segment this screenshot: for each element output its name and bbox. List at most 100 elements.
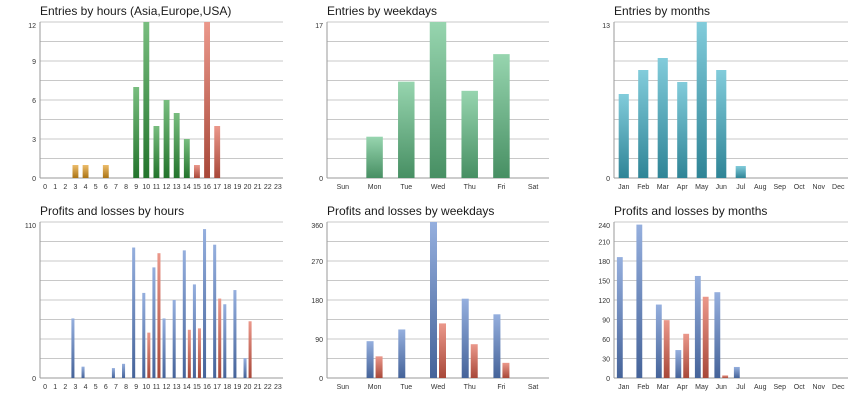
x-tick-label: Mar: [657, 184, 670, 191]
chart-entries-by-hours: Entries by hours (Asia,Europe,USA) 03691…: [28, 4, 283, 191]
x-tick-label: 3: [73, 184, 77, 191]
bar-profits-jun: [714, 292, 721, 378]
bar-losses-fri: [502, 362, 510, 378]
bar-losses-14: [187, 329, 191, 378]
x-tick-label: 19: [234, 384, 242, 391]
bar-europe-14: [183, 139, 190, 178]
bar-losses-10: [147, 332, 151, 378]
x-tick-label: 2: [63, 384, 67, 391]
bar-profits-3: [71, 318, 75, 378]
bar-profits-mon: [366, 341, 374, 378]
chart-title: Profits and losses by months: [614, 204, 767, 218]
bar-europe-11: [153, 126, 160, 178]
x-tick-label: Jul: [736, 384, 745, 391]
bar-profits-9: [132, 247, 136, 378]
bar-losses-15: [197, 328, 201, 378]
bar-profits-fri: [493, 314, 501, 378]
x-tick-label: 15: [193, 384, 201, 391]
y-tick-label: 3: [32, 137, 36, 144]
bar-entries-thu: [461, 90, 478, 178]
x-tick-label: 11: [153, 384, 160, 391]
x-tick-label: 0: [43, 184, 47, 191]
x-tick-label: 6: [104, 184, 108, 191]
bar-profits-thu: [461, 298, 469, 378]
chart-profits-losses-by-months: Profits and losses by months 0 30 60 90 120 1…: [598, 204, 848, 391]
y-tick-label: 110: [25, 223, 36, 230]
x-tick-label: Mar: [657, 384, 670, 391]
x-tick-label: 22: [264, 384, 272, 391]
bar-profits-jul: [733, 366, 740, 378]
y-tick-label: 12: [28, 23, 36, 30]
x-tick-label: 9: [134, 184, 138, 191]
x-tick-label: 6: [104, 384, 108, 391]
y-tick-label: 120: [598, 298, 610, 305]
x-tick-label: Feb: [637, 184, 649, 191]
chart-title: Profits and losses by weekdays: [327, 204, 494, 218]
bar-profits-13: [172, 300, 176, 378]
x-tick-label: 22: [264, 184, 272, 191]
x-tick-label: 21: [254, 184, 262, 191]
x-tick-label: 4: [84, 384, 88, 391]
x-tick-label: Dec: [832, 184, 845, 191]
bar-asia-6: [102, 165, 109, 178]
bar-asia-3: [72, 165, 79, 178]
bar-profits-may: [694, 275, 701, 378]
y-tick-label: 90: [602, 318, 610, 325]
x-tick-label: Dec: [832, 384, 845, 391]
bar-europe-12: [163, 100, 170, 178]
bar-profits-16: [203, 229, 207, 378]
x-tick-label: Wed: [431, 184, 445, 191]
bar-entries-jan: [618, 94, 629, 178]
x-tick-label: Sat: [528, 384, 539, 391]
x-tick-label: Tue: [400, 184, 412, 191]
bar-entries-wed: [429, 22, 447, 178]
y-tick-label: 0: [606, 176, 610, 183]
bar-losses-wed: [439, 323, 446, 378]
x-tick-label: Sep: [774, 184, 787, 191]
bar-entries-mon: [366, 136, 383, 178]
bar-entries-feb: [638, 70, 649, 178]
x-tick-label: Jan: [618, 184, 629, 191]
bar-profits-19: [233, 290, 237, 378]
x-tick-label: 19: [234, 184, 242, 191]
x-tick-label: Nov: [813, 384, 826, 391]
y-tick-label: 13: [602, 23, 610, 30]
x-tick-label: 18: [223, 384, 231, 391]
x-tick-label: Fri: [497, 184, 506, 191]
chart-title: Entries by months: [614, 4, 710, 18]
bar-profits-mar: [655, 304, 662, 378]
bar-profits-20: [243, 358, 247, 378]
x-tick-label: 18: [223, 184, 231, 191]
x-tick-label: 10: [142, 184, 150, 191]
x-tick-label: Sun: [337, 184, 350, 191]
x-tick-label: 0: [43, 384, 47, 391]
x-tick-label: 17: [213, 184, 221, 191]
bar-profits-11: [152, 267, 156, 378]
y-tick-label: 240: [598, 223, 610, 230]
x-tick-label: Sep: [774, 384, 787, 391]
bar-losses-mon: [375, 356, 383, 378]
y-tick-label: 0: [32, 376, 36, 383]
bar-europe-10: [143, 22, 150, 178]
y-tick-label: 180: [598, 259, 610, 266]
x-tick-label: 8: [124, 384, 128, 391]
x-tick-label: 7: [114, 184, 118, 191]
x-tick-label: Jun: [716, 384, 727, 391]
x-tick-label: 14: [183, 184, 191, 191]
y-tick-label: 270: [311, 259, 323, 266]
y-tick-label: 360: [311, 223, 323, 230]
y-tick-label: 0: [32, 176, 36, 183]
y-tick-label: 0: [606, 376, 610, 383]
bar-profits-feb: [636, 224, 643, 378]
bar-profits-12: [162, 318, 166, 378]
x-tick-label: Nov: [813, 184, 826, 191]
x-tick-label: 17: [213, 384, 221, 391]
bar-europe-9: [133, 87, 140, 178]
bar-profits-15: [192, 284, 196, 378]
x-tick-label: 12: [163, 184, 171, 191]
bar-profits-tue: [398, 329, 406, 378]
x-tick-label: Mon: [368, 384, 382, 391]
x-tick-label: 16: [203, 384, 211, 391]
x-tick-label: Fri: [497, 384, 506, 391]
